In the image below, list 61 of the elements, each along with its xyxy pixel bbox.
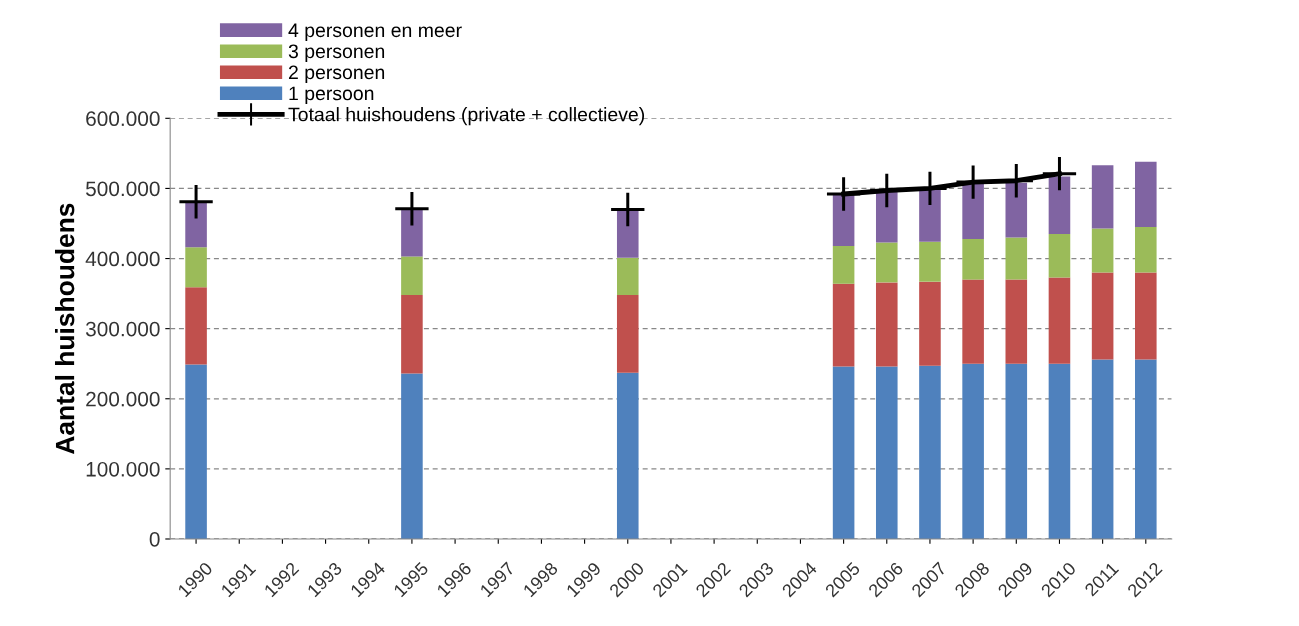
bar bbox=[875, 366, 898, 539]
y-tick-label: 600.000 bbox=[86, 111, 160, 127]
bar bbox=[1048, 277, 1071, 364]
bar bbox=[875, 191, 898, 243]
point bbox=[179, 185, 213, 219]
bar bbox=[1135, 272, 1157, 360]
bar bbox=[875, 242, 898, 283]
legend-label: Totaal huishoudens (private + collectieve) bbox=[288, 107, 645, 126]
bar bbox=[185, 364, 207, 539]
bar bbox=[185, 287, 207, 365]
bar bbox=[616, 295, 639, 373]
y-tick-label: 400.000 bbox=[85, 251, 160, 267]
bar bbox=[1135, 359, 1157, 539]
bar bbox=[1005, 237, 1028, 280]
bar bbox=[919, 189, 941, 242]
legend-label: 2 personen bbox=[288, 65, 385, 84]
bar bbox=[832, 283, 855, 367]
bar bbox=[832, 366, 855, 539]
point bbox=[395, 192, 429, 226]
bar bbox=[1048, 234, 1071, 278]
y-tick-label: 0 bbox=[149, 531, 160, 547]
bar bbox=[962, 279, 984, 364]
bar bbox=[919, 241, 941, 282]
bar bbox=[616, 209, 639, 258]
legend-label: 4 personen en meer bbox=[288, 23, 462, 41]
bar bbox=[401, 208, 423, 257]
legend-label: 1 persoon bbox=[289, 86, 374, 105]
legend-label: 3 personen bbox=[288, 44, 385, 63]
bar bbox=[1005, 363, 1028, 539]
bar bbox=[1135, 226, 1157, 273]
point bbox=[826, 177, 861, 211]
bar bbox=[832, 245, 855, 284]
bar bbox=[1091, 165, 1114, 229]
bar bbox=[185, 201, 207, 248]
bar bbox=[919, 365, 941, 539]
bar bbox=[875, 282, 898, 367]
bar bbox=[401, 256, 423, 295]
bar bbox=[616, 372, 639, 539]
y-tick-label: 200.000 bbox=[86, 391, 160, 407]
bar bbox=[919, 281, 941, 366]
bar bbox=[185, 247, 207, 288]
bar bbox=[962, 363, 984, 539]
bar bbox=[1135, 161, 1157, 227]
bar bbox=[962, 183, 984, 239]
y-axis-title: Aantal huishoudens bbox=[54, 203, 75, 455]
bar bbox=[1048, 176, 1071, 234]
point bbox=[1042, 157, 1077, 191]
bar bbox=[1091, 228, 1114, 273]
y-tick-label: 300.000 bbox=[85, 321, 160, 337]
bar bbox=[962, 238, 984, 280]
bar bbox=[1005, 182, 1028, 238]
bar bbox=[1091, 272, 1114, 360]
point bbox=[611, 192, 645, 227]
bar bbox=[1005, 279, 1028, 364]
bar bbox=[401, 373, 423, 539]
bar bbox=[616, 257, 639, 295]
bar bbox=[401, 295, 423, 374]
y-tick-label: 100.000 bbox=[86, 461, 160, 477]
y-tick-label: 500.000 bbox=[85, 181, 160, 197]
bar bbox=[1091, 359, 1114, 539]
bar bbox=[1048, 363, 1071, 539]
